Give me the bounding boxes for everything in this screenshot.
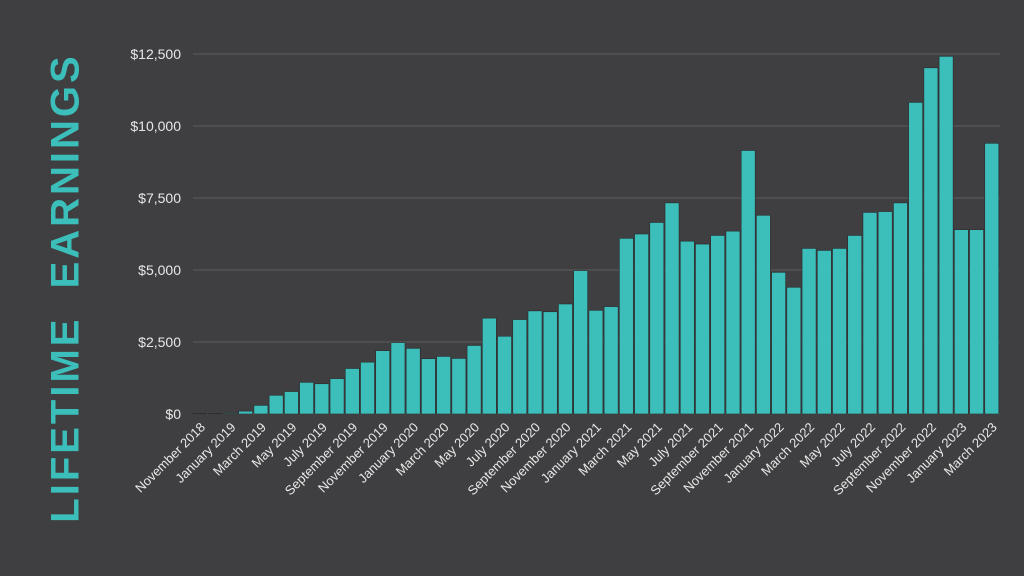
bar: July 2021: 6000 <box>679 240 695 415</box>
bar: March 2019: 300 <box>253 405 269 415</box>
y-tick-label: $0 <box>165 406 181 422</box>
bar: January 2019: 30 <box>223 412 238 415</box>
bar: September 2022: 7330 <box>893 202 908 415</box>
bar: November 2022: 12020 <box>923 67 939 415</box>
bar: October 2022: 10820 <box>908 102 923 415</box>
bar: July 2022: 7000 <box>862 212 878 415</box>
bar: December 2022: 12420 <box>938 56 954 415</box>
bar: August 2019: 1230 <box>329 378 345 415</box>
bar: November 2021: 9150 <box>740 150 756 415</box>
bar: March 2020: 2000 <box>436 356 451 415</box>
bar: June 2022: 6200 <box>847 235 863 415</box>
bar: February 2021: 3730 <box>603 306 619 415</box>
bar: January 2020: 2280 <box>405 348 421 415</box>
bar: April 2021: 6250 <box>634 233 649 415</box>
bar: June 2021: 7330 <box>664 202 680 415</box>
bar: September 2021: 6200 <box>710 235 726 415</box>
bar: August 2021: 5900 <box>695 243 710 415</box>
bar: March 2022: 5750 <box>801 248 817 415</box>
bar: November 2019: 2200 <box>375 350 391 415</box>
bar: March 2023: 9400 <box>984 142 1000 415</box>
bar: February 2020: 1920 <box>421 358 436 415</box>
bar: October 2020: 3550 <box>542 311 558 415</box>
bar: January 2023: 6400 <box>954 229 969 415</box>
bar: August 2020: 3280 <box>512 319 528 415</box>
bar: May 2022: 5750 <box>832 248 847 415</box>
y-tick-label: $10,000 <box>130 118 181 134</box>
y-tick-label: $2,500 <box>138 334 181 350</box>
bar: December 2021: 6900 <box>756 214 771 415</box>
y-tick-label: $12,500 <box>130 46 181 62</box>
bar: November 2018: 20 <box>192 413 208 415</box>
bar: December 2020: 4980 <box>573 270 588 415</box>
bar: July 2020: 2700 <box>497 335 512 415</box>
bar: December 2018: 20 <box>207 413 223 415</box>
bar: July 2019: 1050 <box>314 383 330 415</box>
bar: June 2019: 1100 <box>299 382 314 415</box>
bar: February 2023: 6400 <box>969 229 984 415</box>
bars: November 2018: 20December 2018: 20Januar… <box>192 56 1000 415</box>
bar: January 2022: 4920 <box>771 272 786 415</box>
bar: March 2021: 6100 <box>619 238 634 415</box>
bar: May 2020: 2380 <box>466 345 482 415</box>
bar: June 2020: 3330 <box>482 317 497 415</box>
bar: November 2020: 3820 <box>558 303 573 415</box>
bar: January 2021: 3600 <box>588 310 604 415</box>
bar: May 2021: 6650 <box>649 222 665 415</box>
bar: April 2020: 1930 <box>451 358 467 415</box>
bar: February 2022: 4400 <box>786 286 802 415</box>
bar: August 2022: 7030 <box>877 211 893 415</box>
bar: April 2022: 5680 <box>816 250 832 415</box>
bar: September 2019: 1580 <box>344 368 360 415</box>
bar: February 2019: 100 <box>238 410 254 415</box>
bar: April 2019: 650 <box>268 394 284 415</box>
bar: September 2020: 3580 <box>527 310 543 415</box>
bar: May 2019: 780 <box>284 391 299 415</box>
y-axis-tick-labels: $0 $2,500 $5,000 $7,500 $10,000 $12,500 <box>130 46 181 422</box>
bar: October 2019: 1800 <box>360 361 375 415</box>
bar: October 2021: 6350 <box>725 230 741 415</box>
y-tick-label: $7,500 <box>138 190 181 206</box>
bar: December 2019: 2480 <box>390 342 406 415</box>
y-tick-label: $5,000 <box>138 262 181 278</box>
